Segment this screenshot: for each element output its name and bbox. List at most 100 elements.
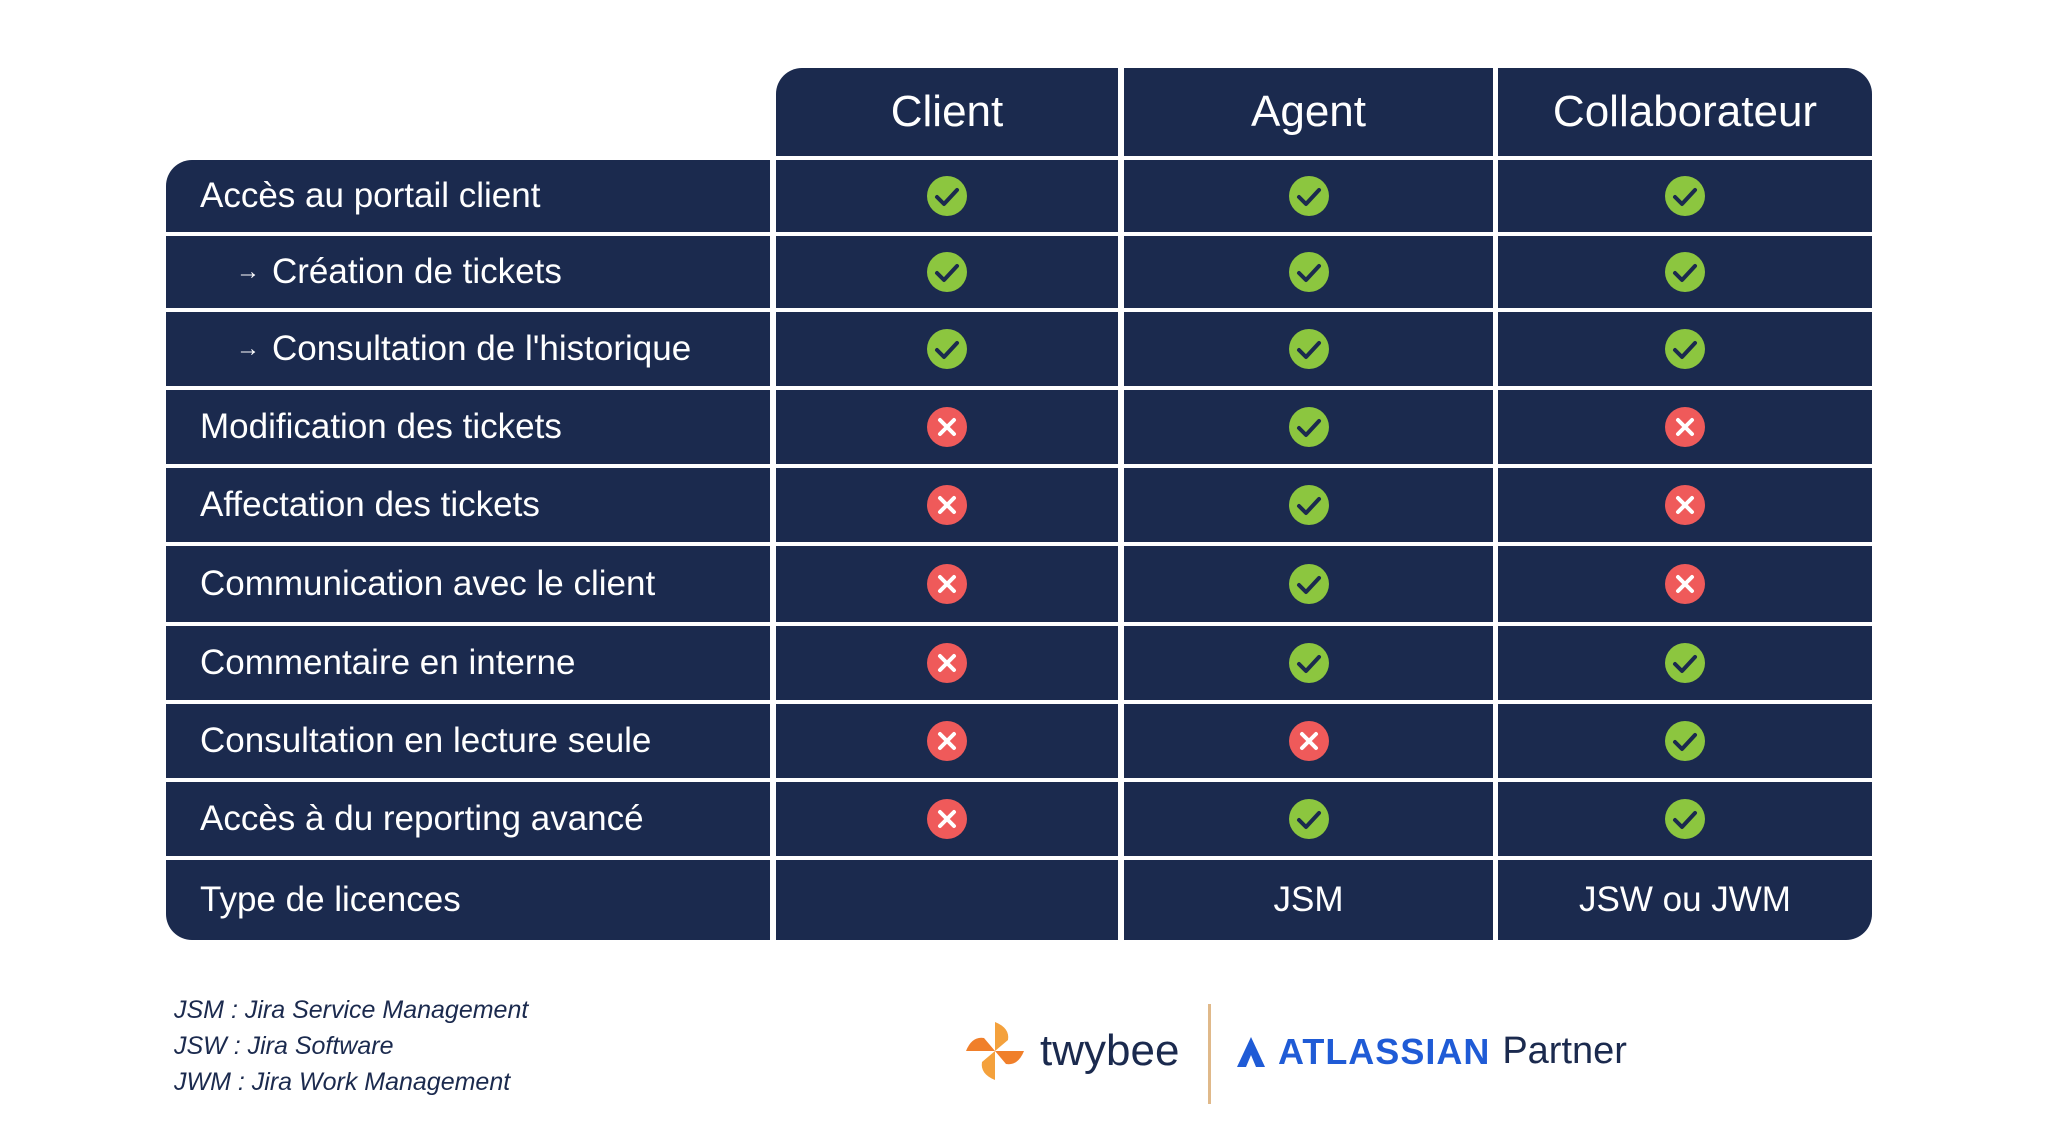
table-row: → Consultation de l'historique [166, 312, 1872, 386]
check-icon [927, 176, 967, 216]
check-icon [1665, 721, 1705, 761]
row-label-cell: Communication avec le client [166, 546, 770, 622]
value-cell-collaborateur [1498, 546, 1872, 622]
row-label: Accès au portail client [200, 176, 541, 215]
value-cell-client [776, 236, 1118, 308]
cross-icon [1665, 485, 1705, 525]
table-row: Commentaire en interne [166, 626, 1872, 700]
row-label-cell: → Création de tickets [166, 236, 770, 308]
cross-icon [1288, 721, 1329, 761]
footnotes: JSM : Jira Service Management JSW : Jira… [174, 992, 528, 1100]
check-icon [1288, 564, 1329, 604]
row-label: Création de tickets [272, 252, 562, 291]
twybee-logo: twybee [962, 1018, 1179, 1084]
header-label: Collaborateur [1552, 87, 1818, 136]
twybee-wordmark: twybee [1040, 1026, 1180, 1075]
atlassian-partner-logo: ATLASSIAN Partner [1234, 1030, 1627, 1073]
row-label-cell: Modification des tickets [166, 390, 770, 464]
row-label-cell: Type de licences [166, 860, 770, 940]
value-cell-collaborateur [1498, 160, 1872, 232]
check-icon [1288, 176, 1329, 216]
row-label: Communication avec le client [200, 564, 656, 603]
atlassian-icon [1237, 1036, 1265, 1067]
check-icon [927, 329, 967, 369]
row-label-cell: Commentaire en interne [166, 626, 770, 700]
footnote: JWM : Jira Work Management [174, 1068, 511, 1096]
value-cell-agent [1124, 782, 1493, 856]
check-icon [1665, 252, 1705, 292]
value-cell-client [776, 468, 1118, 542]
table-row: Consultation en lecture seule [166, 704, 1872, 778]
atlassian-wordmark: ATLASSIAN [1278, 1030, 1491, 1072]
cross-icon [927, 721, 967, 761]
value-cell-collaborateur [1498, 704, 1872, 778]
arrow-right-icon: → [236, 258, 260, 285]
value-cell-client [776, 312, 1118, 386]
check-icon [1288, 485, 1329, 525]
value-cell-agent: JSM [1124, 860, 1493, 940]
license-type: JSW ou JWM [1579, 880, 1791, 919]
row-label-cell: Accès au portail client [166, 160, 770, 232]
row-label: Type de licences [200, 880, 461, 919]
check-icon [1288, 799, 1329, 839]
value-cell-client [776, 704, 1118, 778]
row-label: Commentaire en interne [200, 643, 576, 682]
value-cell-client [776, 160, 1118, 232]
table-row: → Création de tickets [166, 236, 1872, 308]
cross-icon [927, 485, 967, 525]
row-label: Modification des tickets [200, 407, 562, 446]
value-cell-client [776, 782, 1118, 856]
check-icon [1288, 329, 1329, 369]
check-icon [1288, 252, 1329, 292]
value-cell-collaborateur [1498, 312, 1872, 386]
cross-icon [927, 407, 967, 447]
value-cell-agent [1124, 390, 1493, 464]
value-cell-collaborateur [1498, 236, 1872, 308]
table-row: Modification des tickets [166, 390, 1872, 464]
value-cell-client [776, 390, 1118, 464]
table-row: Communication avec le client [166, 546, 1872, 622]
value-cell-agent [1124, 704, 1493, 778]
value-cell-collaborateur [1498, 468, 1872, 542]
table-header-agent: Agent [1124, 68, 1493, 156]
row-label: Affectation des tickets [200, 485, 540, 524]
value-cell-collaborateur [1498, 626, 1872, 700]
value-cell-agent [1124, 160, 1493, 232]
check-icon [927, 252, 967, 292]
value-cell-client [776, 626, 1118, 700]
value-cell-client [776, 546, 1118, 622]
table-header-collaborateur: Collaborateur [1498, 68, 1872, 156]
check-icon [1665, 329, 1705, 369]
check-icon [1665, 799, 1705, 839]
row-label: Consultation de l'historique [272, 329, 692, 368]
cross-icon [1665, 564, 1705, 604]
logo-divider [1208, 1004, 1211, 1104]
check-icon [1665, 176, 1705, 216]
value-cell-agent [1124, 626, 1493, 700]
row-label-cell: Accès à du reporting avancé [166, 782, 770, 856]
row-label-cell: Consultation en lecture seule [166, 704, 770, 778]
value-cell-agent [1124, 236, 1493, 308]
footnote: JSM : Jira Service Management [174, 996, 529, 1024]
row-label-cell: Affectation des tickets [166, 468, 770, 542]
value-cell-collaborateur [1498, 782, 1872, 856]
arrow-right-icon: → [236, 335, 260, 362]
check-icon [1288, 643, 1329, 683]
value-cell-client [776, 860, 1118, 940]
cross-icon [1665, 407, 1705, 447]
value-cell-collaborateur [1498, 390, 1872, 464]
value-cell-agent [1124, 468, 1493, 542]
footnote: JSW : Jira Software [174, 1032, 394, 1060]
row-label: Consultation en lecture seule [200, 721, 652, 760]
cross-icon [927, 643, 967, 683]
row-label: Accès à du reporting avancé [200, 799, 644, 838]
twybee-pinwheel-icon [966, 1022, 1024, 1080]
table-row: Accès au portail client [166, 160, 1872, 232]
table-row: Accès à du reporting avancé [166, 782, 1872, 856]
table-row: Affectation des tickets [166, 468, 1872, 542]
partner-wordmark: Partner [1502, 1030, 1627, 1072]
row-label-cell: → Consultation de l'historique [166, 312, 770, 386]
value-cell-agent [1124, 312, 1493, 386]
cross-icon [927, 564, 967, 604]
header-label: Agent [1251, 87, 1366, 136]
